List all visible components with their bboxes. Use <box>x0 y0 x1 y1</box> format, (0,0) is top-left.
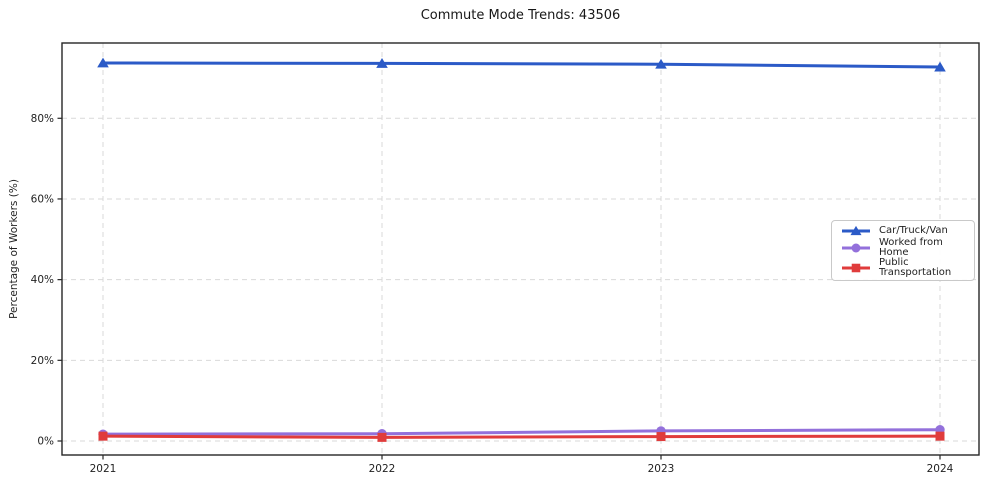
public-transportation-point-2024 <box>935 431 945 441</box>
legend-label-car-truck-van: Car/Truck/Van <box>879 225 948 236</box>
worked-from-home-line <box>102 428 941 436</box>
public-transportation-point-2022 <box>377 432 387 442</box>
square-marker-icon <box>842 263 870 273</box>
x-tick-label: 2022 <box>369 463 396 475</box>
legend-item-car-truck-van: Car/Truck/Van <box>840 224 966 238</box>
public-transportation-swatch-marker <box>851 263 861 273</box>
car-truck-van-point-2022 <box>376 58 388 68</box>
x-tick-label: 2021 <box>90 463 117 475</box>
chart-title: Commute Mode Trends: 43506 <box>420 8 621 23</box>
y-tick-label: 40% <box>31 274 54 286</box>
public-transportation-point-2021 <box>98 431 108 441</box>
y-tick-label: 80% <box>31 113 54 125</box>
y-tick-label: 20% <box>31 355 54 367</box>
car-truck-van-line <box>102 61 941 69</box>
y-axis-label: Percentage of Workers (%) <box>8 179 20 319</box>
y-tick-label: 0% <box>37 436 54 448</box>
x-tick-label: 2024 <box>927 463 954 475</box>
car-truck-van-point-2024 <box>934 61 946 72</box>
legend-item-worked-from-home: Worked from Home <box>840 238 966 258</box>
car-truck-van-point-2021 <box>97 57 109 68</box>
legend: Car/Truck/Van Worked from Home Public Tr… <box>831 220 975 281</box>
car-truck-van-swatch-marker <box>850 225 862 236</box>
car-truck-van-point-2023 <box>655 58 667 69</box>
circle-marker-icon <box>842 243 870 253</box>
legend-label-public-transportation: Public Transportation <box>879 257 952 278</box>
triangle-marker-icon <box>842 225 870 236</box>
worked-from-home-swatch-marker <box>851 243 861 253</box>
public-transportation-point-2023 <box>656 432 666 442</box>
y-tick-label: 60% <box>31 193 54 205</box>
plot-frame <box>61 42 980 456</box>
legend-label-worked-from-home: Worked from Home <box>879 237 943 258</box>
legend-item-public-transportation: Public Transportation <box>840 258 966 278</box>
x-tick-label: 2023 <box>648 463 675 475</box>
public-transportation-line <box>102 434 941 439</box>
